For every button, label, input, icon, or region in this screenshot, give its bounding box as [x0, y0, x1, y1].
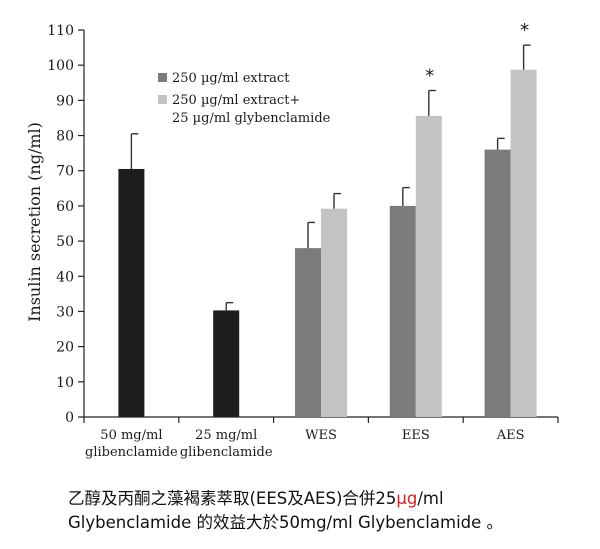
insulin-secretion-chart: 0 10 20 30 40 50 60 70 80 90 100 110 50 mg/ml gliben… [25, 20, 559, 460]
bar [415, 115, 442, 418]
y-tick-label: 40 [56, 269, 74, 285]
y-tick-label: 20 [56, 340, 74, 356]
y-tick-label: 110 [47, 23, 74, 39]
x-category-label: glibenclamide [180, 445, 273, 460]
legend-label-line-2: 25 µg/ml glybenclamide [172, 111, 331, 126]
y-tick-label: 10 [56, 375, 74, 391]
y-tick-label: 80 [56, 129, 74, 145]
caption-line-1: 乙醇及丙酮之藻褐素萃取(EES及AES)合併25µg/ml [68, 487, 593, 511]
significance-star: * [520, 20, 529, 41]
x-category-label: 25 mg/ml [195, 428, 257, 443]
bar [118, 168, 145, 417]
y-axis: 0 10 20 30 40 50 60 70 80 90 100 110 [47, 23, 85, 426]
bar [510, 69, 537, 417]
x-category-label: WES [305, 428, 337, 443]
legend: 250 µg/ml extract 250 µg/ml extract+ 25 µg… [158, 71, 331, 126]
caption-line-1-b: /ml [417, 489, 444, 508]
bar [389, 205, 416, 417]
y-tick-label: 50 [56, 234, 74, 250]
y-tick-label: 30 [56, 304, 74, 320]
y-axis-label: Insulin secretion (ng/ml) [25, 122, 44, 322]
caption-line-2: Glybenclamide 的效益大於50mg/ml Glybenclamide… [68, 513, 504, 532]
y-tick-label: 60 [56, 199, 74, 215]
y-tick-label: 100 [47, 58, 74, 74]
bar [295, 248, 321, 417]
bar [213, 310, 240, 417]
figure-caption: 乙醇及丙酮之藻褐素萃取(EES及AES)合併25µg/ml Glybenclam… [68, 487, 593, 535]
caption-line-1-a: 乙醇及丙酮之藻褐素萃取(EES及AES)合併25 [68, 489, 397, 508]
bars: ** [118, 20, 537, 418]
bar [321, 208, 347, 417]
x-category-label: glibenclamide [85, 445, 178, 460]
legend-swatch [158, 73, 167, 82]
bar [484, 149, 511, 418]
legend-label: 250 µg/ml extract+ [172, 93, 300, 108]
x-category-label: EES [402, 428, 430, 443]
x-category-label: 50 mg/ml [100, 428, 162, 443]
legend-label: 250 µg/ml extract [172, 71, 290, 86]
y-tick-label: 90 [56, 93, 74, 109]
significance-star: * [425, 66, 434, 87]
x-category-label: AES [496, 428, 525, 443]
x-axis: 50 mg/ml glibenclamide 25 mg/ml glibenclami… [83, 416, 559, 460]
caption-unit-highlight: µg [396, 489, 418, 508]
legend-swatch [158, 95, 167, 104]
y-tick-label: 0 [65, 410, 74, 426]
y-tick-label: 70 [56, 164, 74, 180]
